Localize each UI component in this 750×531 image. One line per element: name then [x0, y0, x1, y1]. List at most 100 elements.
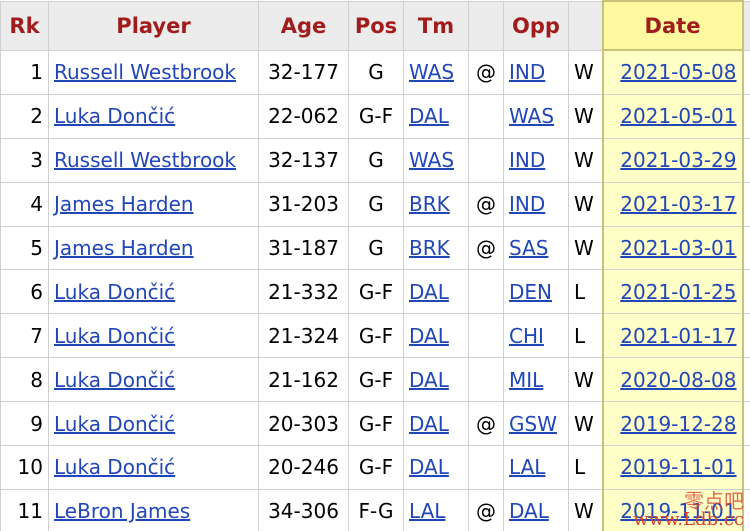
header-cell: Date [601, 0, 744, 51]
team-cell: BRK [403, 225, 469, 271]
age-cell: 20-303 [258, 401, 349, 447]
date-link[interactable]: 2021-01-25 [620, 279, 737, 304]
player-link[interactable]: Russell Westbrook [54, 60, 236, 85]
location-cell [468, 269, 504, 315]
opponent-cell: LAL [503, 445, 569, 490]
date-cell: 2021-03-17 [601, 181, 744, 227]
opponent-link[interactable]: IND [509, 192, 546, 217]
team-link[interactable]: BRK [409, 192, 450, 217]
team-cell: DAL [403, 445, 469, 490]
team-link[interactable]: BRK [409, 236, 450, 260]
position-cell: G [348, 49, 404, 95]
player-link[interactable]: Russell Westbrook [54, 148, 236, 173]
player-link[interactable]: James Harden [54, 192, 194, 217]
position-cell: G [348, 225, 404, 271]
player-cell: LeBron James [48, 488, 259, 531]
player-cell: James Harden [48, 225, 259, 271]
player-cell: Luka Dončić [48, 269, 259, 315]
team-link[interactable]: DAL [409, 455, 449, 480]
date-link[interactable]: 2019-11-01 [620, 455, 737, 480]
edge-cell [742, 357, 750, 403]
team-link[interactable]: DAL [409, 104, 449, 129]
date-link[interactable]: 2021-05-01 [620, 104, 737, 129]
position-cell: G-F [348, 401, 404, 447]
edge-cell [742, 49, 750, 95]
player-link[interactable]: Luka Dončić [54, 104, 176, 129]
rank-cell: 5 [0, 225, 49, 271]
table-row: 9 Luka Dončić 20-303 G-F DAL @ GSW W 2019-12-28 [0, 401, 750, 447]
team-link[interactable]: DAL [409, 411, 449, 436]
header-cell: Pos [348, 0, 404, 51]
team-cell: WAS [403, 137, 469, 183]
date-cell: 2021-01-17 [601, 313, 744, 359]
position-cell: G-F [348, 269, 404, 315]
player-link[interactable]: Luka Dončić [54, 279, 176, 304]
header-cell: Rk [0, 0, 49, 51]
opponent-cell: DEN [503, 269, 569, 315]
opponent-link[interactable]: DEN [509, 279, 552, 304]
result-cell: W [568, 93, 603, 139]
opponent-cell: CHI [503, 313, 569, 359]
date-link[interactable]: 2019-11-01 [620, 499, 737, 524]
opponent-link[interactable]: WAS [509, 104, 555, 129]
team-cell: DAL [403, 357, 469, 403]
opponent-link[interactable]: IND [509, 60, 546, 85]
opponent-link[interactable]: SAS [509, 236, 549, 260]
opponent-link[interactable]: GSW [509, 411, 557, 436]
team-link[interactable]: DAL [409, 323, 449, 348]
opponent-cell: SAS [503, 225, 569, 271]
team-link[interactable]: DAL [409, 367, 449, 392]
opponent-link[interactable]: MIL [509, 367, 544, 392]
player-link[interactable]: James Harden [54, 236, 194, 260]
player-link[interactable]: Luka Dončić [54, 367, 176, 392]
player-cell: James Harden [48, 181, 259, 227]
team-link[interactable]: LAL [409, 499, 446, 524]
edge-cell [742, 181, 750, 227]
opponent-link[interactable]: CHI [509, 323, 544, 348]
date-cell: 2019-12-28 [601, 401, 744, 447]
edge-cell [742, 488, 750, 531]
player-cell: Russell Westbrook [48, 137, 259, 183]
team-link[interactable]: WAS [409, 60, 455, 85]
rank-cell: 11 [0, 488, 49, 531]
opponent-link[interactable]: DAL [509, 499, 549, 524]
date-link[interactable]: 2021-03-01 [620, 236, 737, 260]
team-link[interactable]: DAL [409, 279, 449, 304]
age-cell: 21-332 [258, 269, 349, 315]
header-cell: Age [258, 0, 349, 51]
opponent-link[interactable]: LAL [509, 455, 546, 480]
result-cell: L [568, 269, 603, 315]
edge-cell [742, 93, 750, 139]
date-link[interactable]: 2021-01-17 [620, 323, 737, 348]
result-cell: W [568, 181, 603, 227]
team-link[interactable]: WAS [409, 148, 455, 173]
date-link[interactable]: 2021-03-29 [620, 148, 737, 173]
location-cell: @ [468, 181, 504, 227]
opponent-link[interactable]: IND [509, 148, 546, 173]
player-link[interactable]: Luka Dončić [54, 455, 176, 480]
player-link[interactable]: Luka Dončić [54, 323, 176, 348]
date-link[interactable]: 2019-12-28 [620, 411, 737, 436]
date-link[interactable]: 2021-03-17 [620, 192, 737, 217]
edge-cell [742, 313, 750, 359]
date-cell: 2021-05-01 [601, 93, 744, 139]
location-cell: @ [468, 225, 504, 271]
rank-cell: 2 [0, 93, 49, 139]
result-cell: W [568, 357, 603, 403]
location-cell [468, 313, 504, 359]
player-link[interactable]: Luka Dončić [54, 411, 176, 436]
date-cell: 2021-03-01 [601, 225, 744, 271]
rank-cell: 10 [0, 445, 49, 490]
edge-cell [742, 401, 750, 447]
date-link[interactable]: 2021-05-08 [620, 60, 737, 85]
date-cell: 2020-08-08 [601, 357, 744, 403]
player-cell: Luka Dončić [48, 93, 259, 139]
table-row: 1 Russell Westbrook 32-177 G WAS @ IND W 2021-05… [0, 49, 750, 95]
player-link[interactable]: LeBron James [54, 499, 191, 524]
date-cell: 2021-01-25 [601, 269, 744, 315]
age-cell: 34-306 [258, 488, 349, 531]
table-row: 8 Luka Dončić 21-162 G-F DAL MIL W 2020-08-08 [0, 357, 750, 403]
date-link[interactable]: 2020-08-08 [620, 367, 737, 392]
